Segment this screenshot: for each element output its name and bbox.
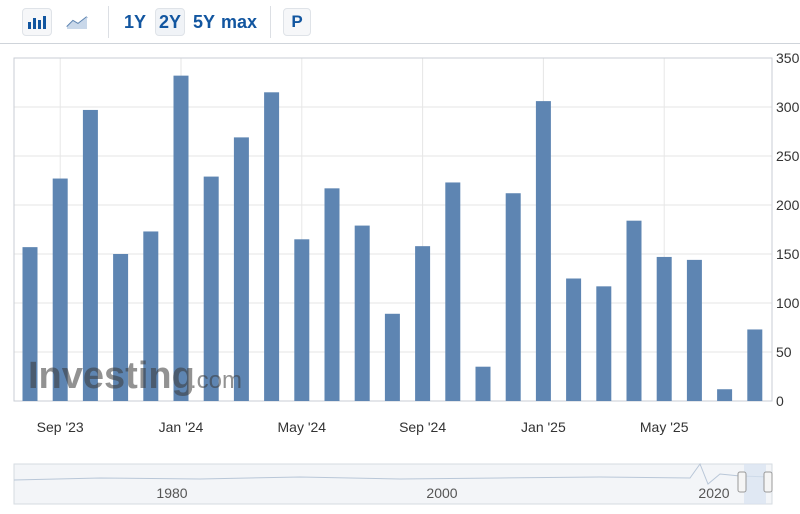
y-tick-label: 350	[776, 50, 800, 66]
bars	[22, 75, 763, 402]
line-chart-button[interactable]	[62, 8, 92, 36]
navigator-track	[13, 463, 773, 505]
navigator-right-handle[interactable]	[763, 471, 773, 493]
x-axis: Sep '23 Jan '24 May '24 Sep '24 Jan '25 May '…	[37, 419, 689, 435]
bar[interactable]	[143, 231, 159, 401]
navigator-left-handle[interactable]	[737, 471, 747, 493]
chart-toolbar: 1Y 2Y 5Y max P	[0, 0, 800, 44]
y-tick-label: 0	[776, 393, 784, 409]
bar[interactable]	[656, 256, 672, 401]
bar[interactable]	[596, 286, 612, 401]
bar[interactable]	[354, 225, 370, 401]
bar[interactable]	[445, 182, 461, 401]
y-tick-label: 250	[776, 148, 800, 164]
bar[interactable]	[264, 92, 280, 402]
y-tick-label: 300	[776, 99, 800, 115]
bar-chart-button[interactable]	[22, 8, 52, 36]
bar[interactable]	[686, 259, 702, 401]
navigator-selection[interactable]	[744, 464, 766, 504]
navigator-label: 2020	[698, 485, 729, 501]
x-tick-label: Sep '23	[37, 419, 84, 435]
watermark-brand: Investing	[28, 355, 195, 397]
x-tick-label: Sep '24	[399, 419, 446, 435]
navigator-series	[13, 462, 773, 485]
bar[interactable]	[626, 220, 642, 401]
bar[interactable]	[717, 389, 733, 401]
bar[interactable]	[535, 101, 551, 401]
y-tick-label: 150	[776, 246, 800, 262]
y-tick-label: 50	[776, 344, 792, 360]
x-tick-label: Jan '24	[159, 419, 204, 435]
bar[interactable]	[113, 254, 129, 401]
x-tick-label: Jan '25	[521, 419, 566, 435]
toolbar-separator	[270, 6, 271, 38]
bar[interactable]	[22, 247, 38, 401]
y-axis: 0 50 100 150 200 250 300 350	[776, 50, 800, 409]
bar-chart: Investing .com 0 50 100 150 200 250 300 350 Sep…	[13, 50, 800, 505]
navigator-label: 1980	[156, 485, 187, 501]
toolbar-separator	[108, 6, 109, 38]
x-tick-label: May '24	[278, 419, 327, 435]
bar[interactable]	[324, 188, 340, 401]
bar[interactable]	[203, 176, 219, 401]
navigator[interactable]: 1980 2000 2020	[13, 462, 773, 505]
investing-watermark: Investing .com	[28, 355, 242, 397]
watermark-suffix: .com	[190, 367, 242, 394]
range-5y-button[interactable]: 5Y	[193, 11, 216, 32]
navigator-label: 2000	[426, 485, 457, 501]
bar[interactable]	[505, 193, 521, 401]
x-tick-label: May '25	[640, 419, 689, 435]
bar[interactable]	[415, 246, 431, 401]
range-1y-button[interactable]: 1Y	[124, 11, 147, 32]
bar[interactable]	[747, 329, 763, 401]
chart-area: Investing .com 0 50 100 150 200 250 300 350 Sep…	[0, 43, 800, 513]
bar[interactable]	[475, 366, 491, 401]
range-max-button[interactable]: max	[221, 11, 258, 32]
bar[interactable]	[173, 75, 189, 401]
bar[interactable]	[294, 239, 310, 401]
bar[interactable]	[233, 137, 249, 401]
line-chart-icon	[66, 16, 88, 29]
bar[interactable]	[52, 178, 68, 401]
p-button[interactable]: P	[283, 8, 311, 36]
bar[interactable]	[566, 278, 582, 402]
bar-chart-icon	[28, 16, 46, 29]
bar[interactable]	[384, 313, 400, 401]
y-tick-label: 200	[776, 197, 800, 213]
bar[interactable]	[82, 109, 98, 401]
y-tick-label: 100	[776, 295, 800, 311]
range-2y-button[interactable]: 2Y	[155, 8, 186, 36]
